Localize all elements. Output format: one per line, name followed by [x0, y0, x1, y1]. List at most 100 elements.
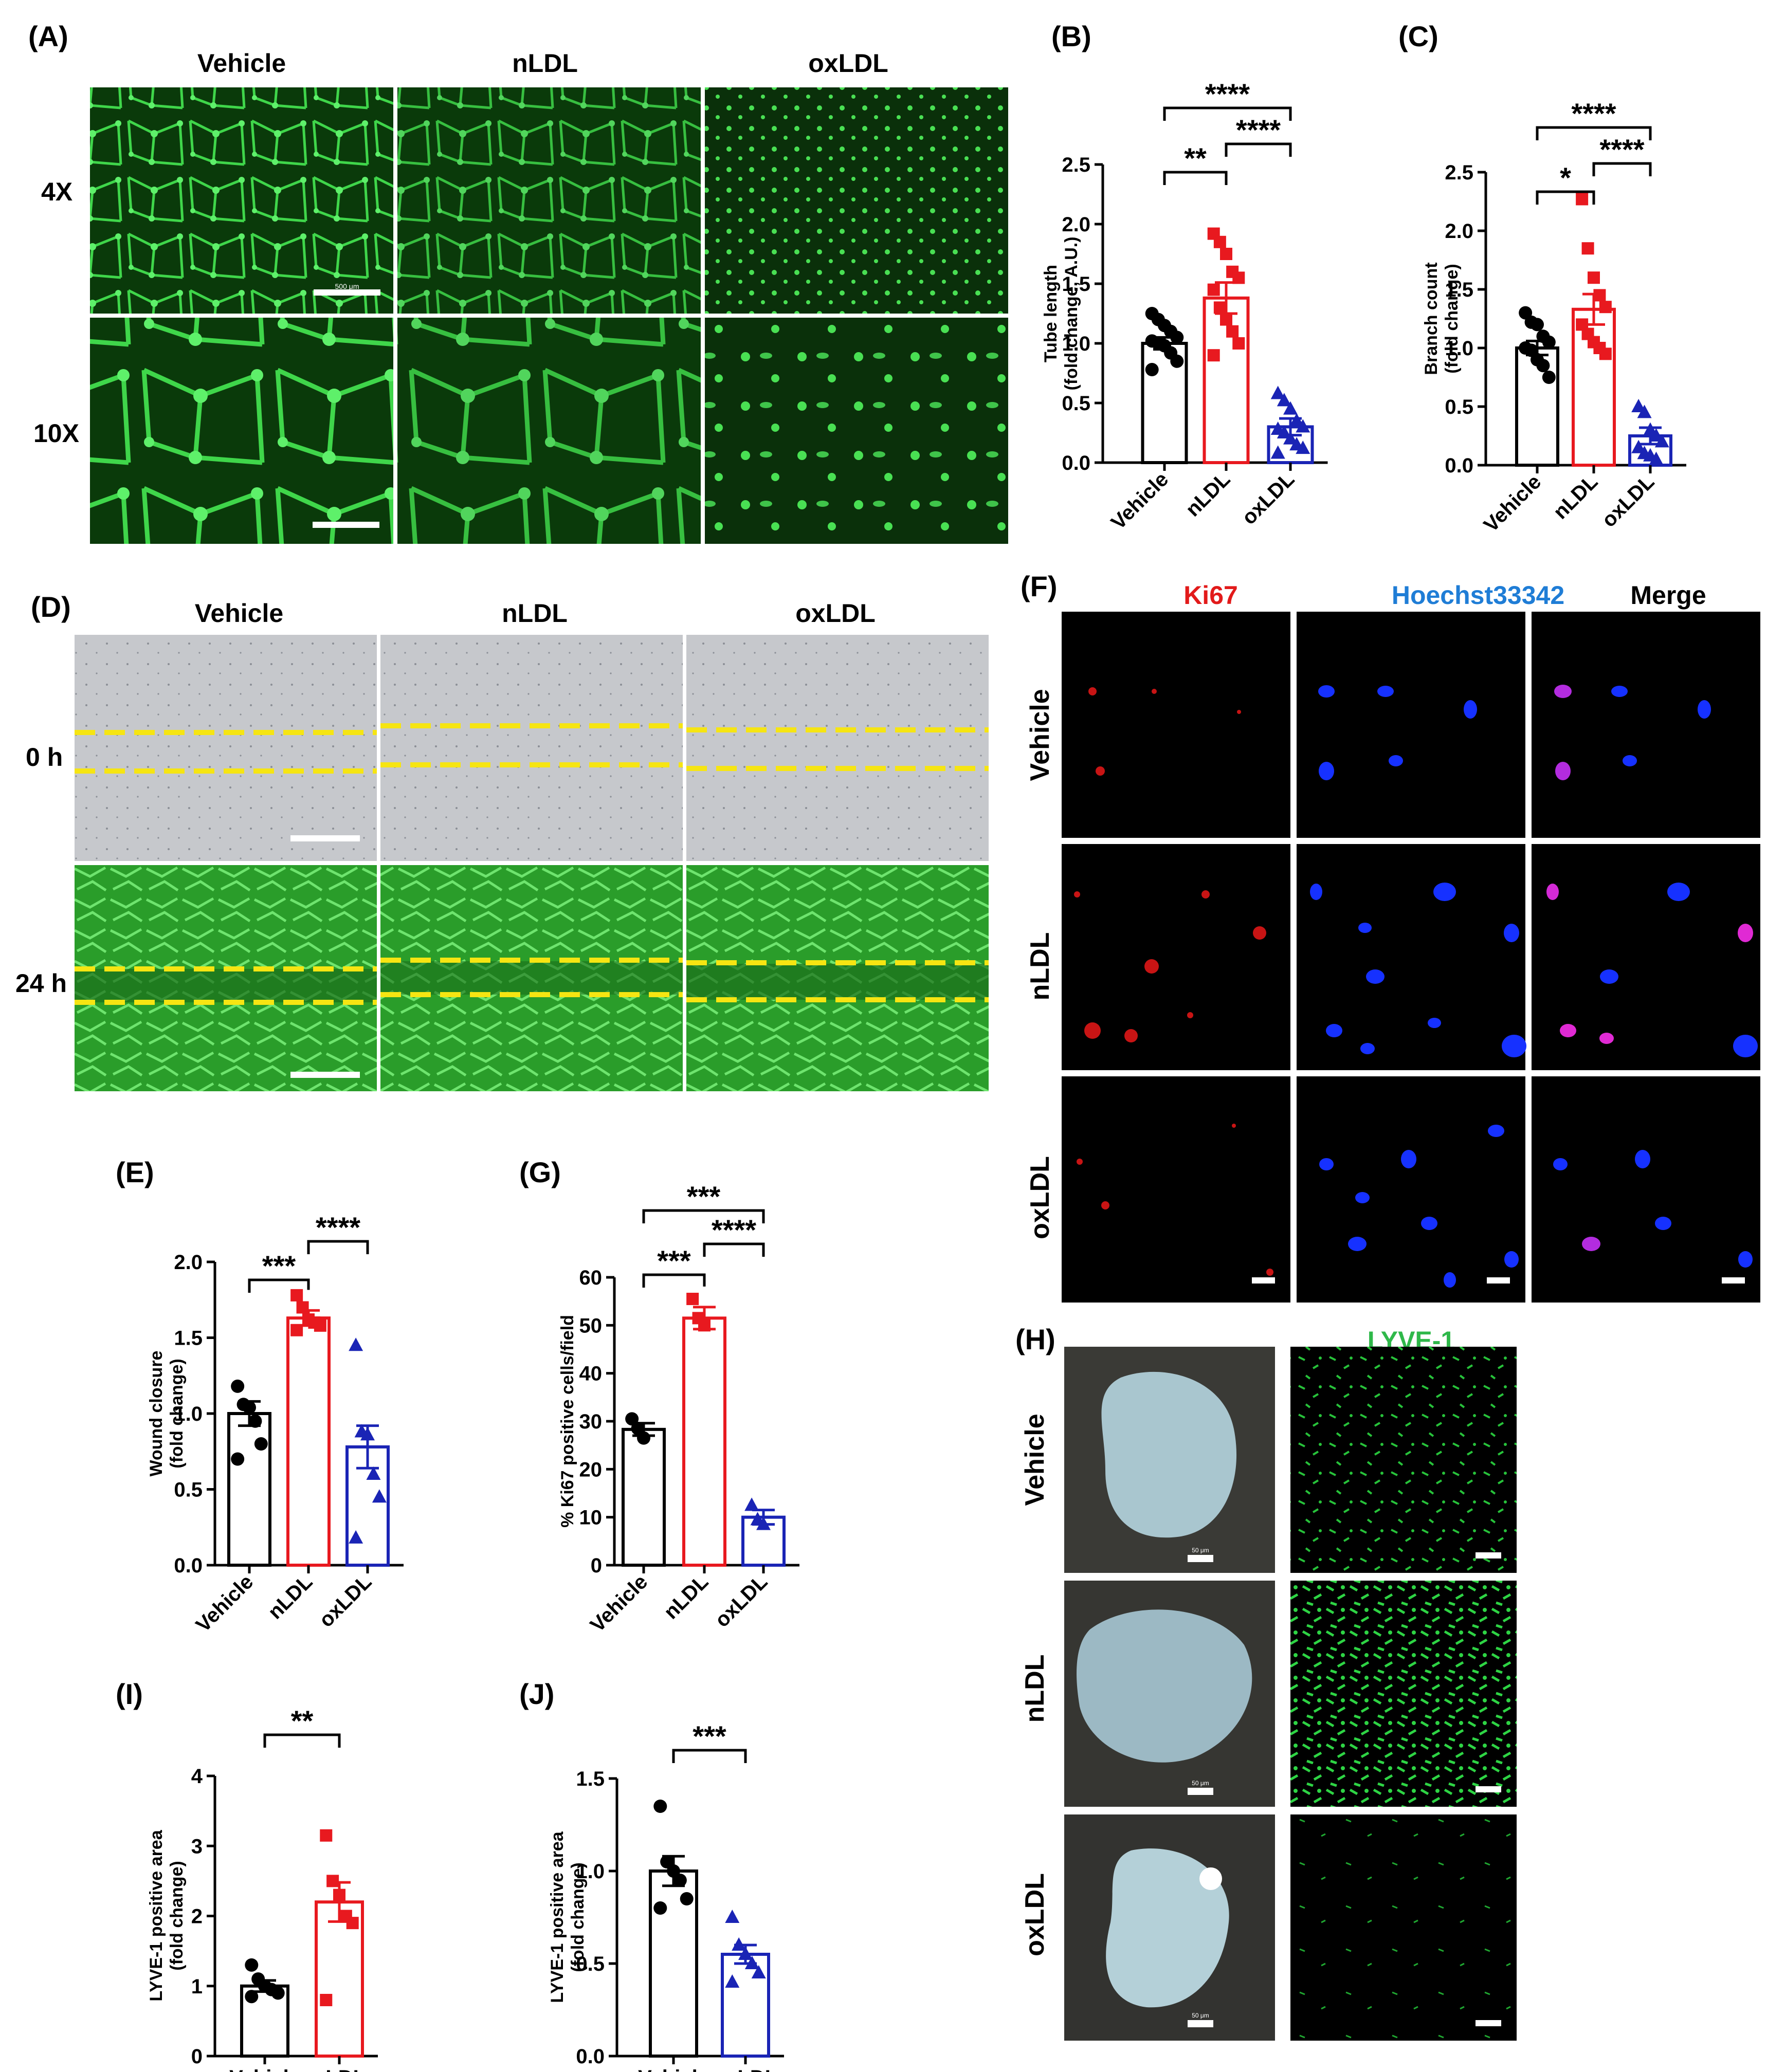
- data-point: [1289, 413, 1304, 427]
- micrograph-f-vehicle-ki67: [1062, 612, 1290, 838]
- x-tick-label: nLDL: [660, 1570, 713, 1623]
- significance-label: ****: [1571, 97, 1616, 130]
- panel-d-col-vehicle: Vehicle: [195, 599, 283, 628]
- y-tick-label: 1.0: [576, 1860, 605, 1883]
- micrograph-f-vehicle-hoechst: [1297, 612, 1525, 838]
- data-point: [254, 1437, 268, 1451]
- bar: [227, 1412, 271, 1567]
- data-point: [1220, 313, 1232, 326]
- data-point: [744, 1497, 759, 1511]
- data-point: [1542, 335, 1556, 349]
- data-point: [1283, 431, 1298, 445]
- scale-bar-h-vehicle: [1188, 1555, 1213, 1562]
- chart-lyve1-nldl: 0 1 2 3 4 LYVE-1 positive area(fold change) Ve…: [147, 1704, 378, 2072]
- data-point: [1631, 439, 1646, 453]
- significance-label: **: [1184, 142, 1207, 174]
- panel-a-row-4x: 4X: [41, 177, 72, 206]
- y-tick-label: 2.0: [1062, 213, 1090, 236]
- significance-bracket: [1536, 190, 1595, 205]
- panel-f-channel-ki67: Ki67: [1183, 581, 1238, 610]
- chart-branch-count: 0.0 0.5 1.0 1.5 2.0 2.5 Branch count(fold chan…: [1422, 97, 1686, 537]
- panel-label-i: (I): [116, 1678, 143, 1710]
- ki67-puncta: [1074, 687, 1273, 1276]
- y-axis-label: Branch count(fold change): [1422, 262, 1462, 375]
- scale-bar-f-ki67: [1252, 1277, 1275, 1283]
- x-tick-label: oxLDL: [711, 1570, 772, 1631]
- data-point: [1637, 405, 1652, 418]
- scale-bar-a-10x: [313, 522, 379, 528]
- data-point: [1220, 248, 1232, 260]
- panel-d-row-0h: 0 h: [26, 743, 63, 772]
- data-point: [366, 1466, 381, 1480]
- data-point: [326, 1875, 339, 1887]
- panel-label-b: (B): [1051, 20, 1091, 52]
- x-tick-label: Vehicle: [1107, 468, 1173, 534]
- panel-d-col-oxldl: oxLDL: [795, 599, 876, 628]
- panel-f-row-oxldl: oxLDL: [1025, 1156, 1055, 1239]
- panel-a-col-oxldl: oxLDL: [808, 49, 888, 78]
- data-point: [1631, 399, 1646, 412]
- y-tick-label: 0.0: [1445, 454, 1473, 477]
- x-tick-label: nLDL: [313, 2066, 366, 2072]
- x-tick-label: Vehicle: [638, 2066, 709, 2072]
- data-point: [245, 1958, 259, 1972]
- y-tick-label: 0.0: [1062, 452, 1090, 474]
- significance-label: ****: [712, 1214, 756, 1246]
- wound-edge-lines: [75, 723, 989, 1005]
- cell-dots-a-4x-oxldl: [705, 87, 1008, 314]
- y-axis-label: LYVE-1 positive area(fold change): [147, 1829, 187, 2001]
- panel-label-c: (C): [1398, 20, 1438, 52]
- tissue-specimen-h-vehicle: [1101, 1371, 1237, 1538]
- significance-bracket: [642, 1209, 765, 1223]
- data-point: [349, 1337, 363, 1351]
- x-tick-label: nLDL: [264, 1570, 317, 1623]
- data-point: [1232, 337, 1245, 350]
- data-point: [751, 1965, 766, 1978]
- y-tick-label: 10: [579, 1507, 603, 1529]
- data-point: [660, 1855, 674, 1868]
- significance-bracket: [1163, 171, 1228, 185]
- tube-network-a-10x-nldl: [397, 318, 701, 544]
- data-point: [1581, 242, 1594, 255]
- x-tick-label: oxLDL: [714, 2066, 777, 2072]
- significance-bracket: [1536, 126, 1652, 140]
- y-tick-label: 0.0: [174, 1554, 203, 1577]
- bar: [721, 1953, 770, 2058]
- bar: [286, 1316, 331, 1567]
- chart-ki67-positive: 0 10 20 30 40 50 60 % Ki67 positive cells/field…: [558, 1180, 799, 1637]
- scale-label-h-oxldl: 50 μm: [1192, 2012, 1209, 2019]
- y-axis-label: Wound closure(fold change): [147, 1351, 187, 1477]
- scale-bar-h-lyve-nldl: [1476, 1786, 1501, 1792]
- wound-gap-d-24h-vehicle: [75, 969, 377, 1002]
- data-point: [245, 1990, 259, 2004]
- x-tick-label: nLDL: [1549, 470, 1602, 523]
- data-point: [271, 1986, 285, 2000]
- chart-wound-closure: 0.0 0.5 1.0 1.5 2.0 Wound closure(fold change…: [147, 1211, 404, 1637]
- panel-d-row-24h: 24 h: [15, 969, 67, 998]
- data-point: [1270, 445, 1285, 459]
- cell-dots-a-10x-oxldl: [705, 318, 1008, 544]
- micrograph-f-oxldl-merge: [1532, 1076, 1760, 1303]
- significance-label: **: [291, 1704, 314, 1737]
- lyve1-stain-h-oxldl: [1290, 1814, 1517, 2041]
- scale-label-a-4x: 500 μm: [335, 282, 359, 290]
- data-point: [1599, 347, 1612, 360]
- data-point: [346, 1917, 359, 1930]
- data-point: [231, 1379, 245, 1393]
- panel-label-d: (D): [31, 591, 71, 623]
- y-tick-label: 2: [191, 1905, 203, 1928]
- micrograph-f-oxldl-ki67: [1062, 1076, 1290, 1303]
- data-point: [320, 1994, 333, 2006]
- data-point: [1531, 318, 1544, 332]
- x-tick-label: oxLDL: [1237, 468, 1299, 529]
- panel-f-channel-hoechst: Hoechst33342: [1392, 581, 1564, 610]
- x-tick-label: Vehicle: [229, 2066, 300, 2072]
- panel-a-row-10x: 10X: [33, 419, 79, 448]
- significance-bracket: [672, 1749, 747, 1763]
- significance-label: ****: [1236, 114, 1281, 146]
- bar: [622, 1427, 666, 1567]
- y-tick-label: 0.5: [576, 1953, 605, 1975]
- bar: [682, 1316, 726, 1567]
- panel-d-col-nldl: nLDL: [502, 599, 568, 628]
